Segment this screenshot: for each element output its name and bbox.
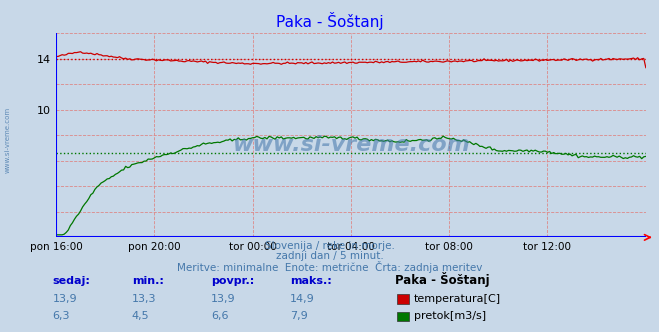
Text: Slovenija / reke in morje.: Slovenija / reke in morje. [264,241,395,251]
Text: Paka - Šoštanj: Paka - Šoštanj [395,272,490,287]
Text: temperatura[C]: temperatura[C] [414,294,501,304]
Text: www.si-vreme.com: www.si-vreme.com [232,135,470,155]
Text: maks.:: maks.: [290,276,331,286]
Text: 14,9: 14,9 [290,294,315,304]
Text: povpr.:: povpr.: [211,276,254,286]
Text: pretok[m3/s]: pretok[m3/s] [414,311,486,321]
Text: min.:: min.: [132,276,163,286]
Text: 4,5: 4,5 [132,311,150,321]
Text: sedaj:: sedaj: [53,276,90,286]
Text: www.si-vreme.com: www.si-vreme.com [5,106,11,173]
Text: 13,3: 13,3 [132,294,156,304]
Text: Paka - Šoštanj: Paka - Šoštanj [275,12,384,30]
Text: zadnji dan / 5 minut.: zadnji dan / 5 minut. [275,251,384,261]
Text: 13,9: 13,9 [211,294,235,304]
Text: 6,6: 6,6 [211,311,229,321]
Text: 6,3: 6,3 [53,311,71,321]
Text: 7,9: 7,9 [290,311,308,321]
Text: 13,9: 13,9 [53,294,77,304]
Text: Meritve: minimalne  Enote: metrične  Črta: zadnja meritev: Meritve: minimalne Enote: metrične Črta:… [177,261,482,273]
